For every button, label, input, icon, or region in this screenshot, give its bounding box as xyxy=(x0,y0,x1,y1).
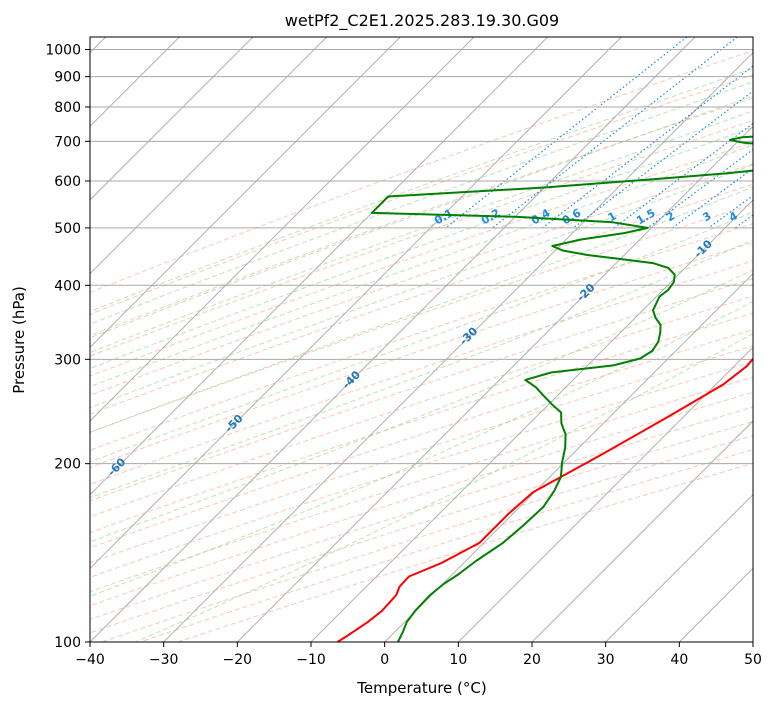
y-tick-label: 1000 xyxy=(45,43,81,59)
dry-adiabat xyxy=(90,163,753,396)
dewpoint-profile-line xyxy=(370,135,753,642)
x-tick-label: 0 xyxy=(380,652,389,668)
temperature-profile-line xyxy=(336,357,753,642)
isotherm-line xyxy=(163,51,753,642)
dry-adiabat xyxy=(90,241,753,469)
x-tick-label: −30 xyxy=(149,652,179,668)
isotherm-line xyxy=(457,346,753,642)
y-axis: 100 200 300 400 500 600 700 800 900 1000 xyxy=(45,43,90,651)
dry-adiabat xyxy=(90,391,753,607)
x-tick-label: 30 xyxy=(597,652,615,668)
isotherm-line xyxy=(90,37,549,496)
y-tick-label: 700 xyxy=(54,134,81,150)
y-axis-title: Pressure (hPa) xyxy=(10,286,28,394)
x-tick-label: −10 xyxy=(296,652,326,668)
isotherm-line xyxy=(605,493,753,642)
isotherm-line xyxy=(90,37,401,349)
y-tick-label: 300 xyxy=(54,352,81,368)
isotherm-line xyxy=(531,420,753,642)
x-axis: −40 −30 −20 −10 0 10 20 30 40 50 xyxy=(75,642,762,668)
x-tick-label: −20 xyxy=(223,652,253,668)
x-tick-label: 40 xyxy=(670,652,688,668)
dry-adiabat xyxy=(90,295,753,518)
dry-adiabat xyxy=(90,142,753,377)
x-tick-label: −40 xyxy=(75,652,105,668)
y-tick-label: 400 xyxy=(54,278,81,294)
isotherm-line xyxy=(90,37,696,642)
moist-adiabat xyxy=(90,81,753,325)
profile-series xyxy=(336,135,753,642)
mixing-ratio-line xyxy=(542,65,753,229)
dry-adiabat xyxy=(90,376,753,593)
y-tick-label: 500 xyxy=(54,221,81,237)
isotherm-line xyxy=(90,37,622,570)
y-tick-label: 800 xyxy=(54,100,81,116)
dry-adiabat xyxy=(90,278,753,502)
y-tick-label: 100 xyxy=(54,635,81,651)
chart-title: wetPf2_C2E1.2025.283.19.30.G09 xyxy=(285,11,559,31)
moist-adiabat xyxy=(90,300,753,597)
moist-adiabat xyxy=(90,239,753,499)
dry-adiabat xyxy=(90,345,753,564)
moist-adiabat xyxy=(90,211,753,463)
mixing-ratio-line xyxy=(445,37,688,229)
y-tick-label: 200 xyxy=(54,457,81,473)
isotherm-line xyxy=(310,199,753,642)
x-tick-label: 50 xyxy=(744,652,762,668)
dry-adiabat xyxy=(90,50,753,293)
dry-adiabat xyxy=(90,361,753,578)
isotherm-line xyxy=(90,37,475,422)
dry-adiabat xyxy=(90,329,753,549)
plot-frame xyxy=(89,36,754,643)
isotherm-line xyxy=(384,272,753,642)
x-axis-title: Temperature (°C) xyxy=(356,679,486,697)
moist-adiabat xyxy=(90,186,753,433)
moist-adiabat xyxy=(90,164,753,409)
y-tick-label: 900 xyxy=(54,70,81,86)
dry-adiabat xyxy=(90,312,753,534)
y-tick-label: 600 xyxy=(54,174,81,190)
mixing-ratio-line xyxy=(613,122,753,229)
background-lines xyxy=(90,37,753,642)
dry-adiabat xyxy=(90,223,753,451)
moist-adiabat xyxy=(90,269,753,543)
moist-adiabat xyxy=(90,67,753,312)
x-tick-label: 10 xyxy=(449,652,467,668)
x-tick-label: 20 xyxy=(523,652,541,668)
pressure-gridlines xyxy=(90,49,753,642)
isotherm-line xyxy=(90,37,328,275)
isotherm-line xyxy=(90,37,254,201)
